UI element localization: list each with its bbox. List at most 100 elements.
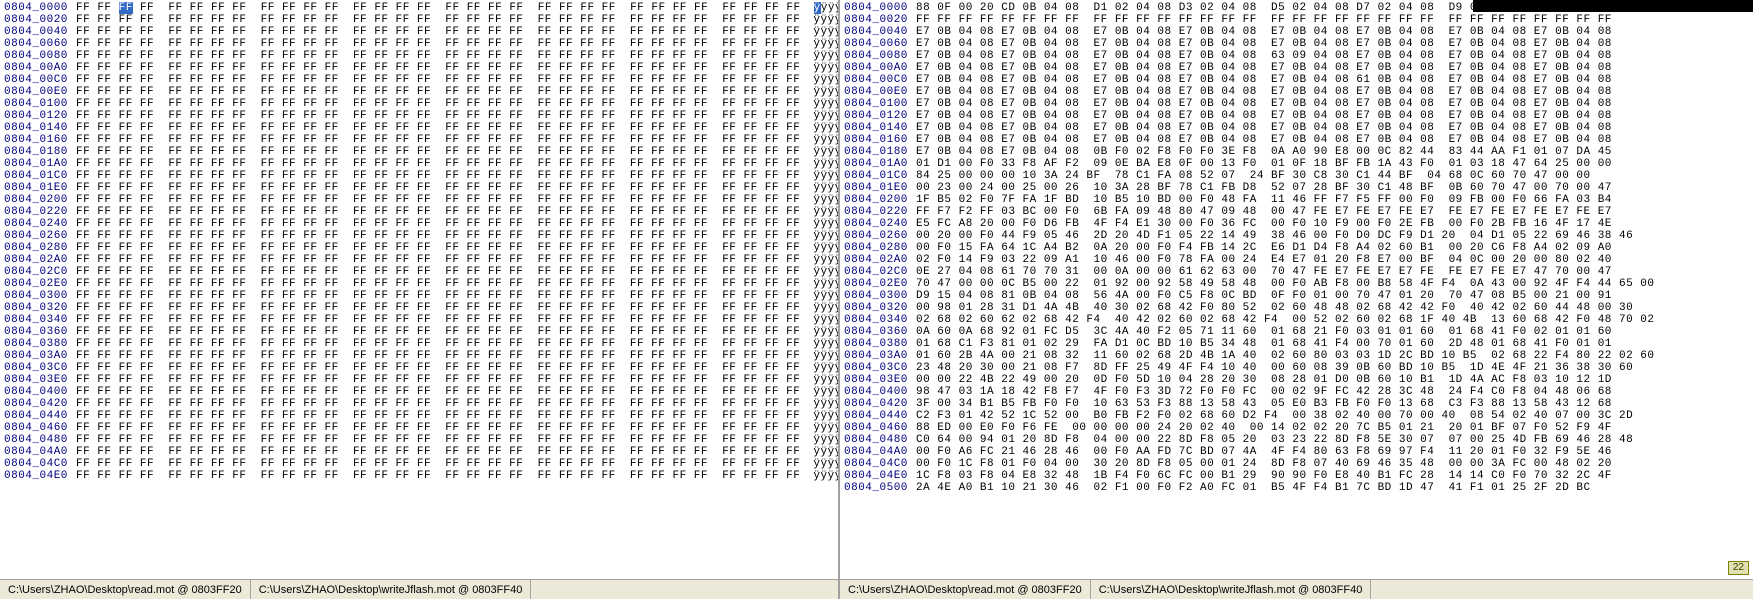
hex-row[interactable]: 0804_034002 68 02 60 62 02 68 42 F4 40 4… (844, 314, 1749, 326)
row-hex[interactable]: FF FF FF FF FF FF FF FF FF FF FF FF FF F… (76, 290, 807, 302)
hex-row[interactable]: 0804_032000 98 01 28 31 D1 4A 4B 40 30 0… (844, 302, 1749, 314)
hex-row[interactable]: 0804_0340FF FF FF FF FF FF FF FF FF FF F… (4, 314, 834, 326)
row-hex[interactable]: FF FF FF FF FF FF FF FF FF FF FF FF FF F… (76, 26, 807, 38)
hex-row[interactable]: 0804_0040FF FF FF FF FF FF FF FF FF FF F… (4, 26, 834, 38)
row-hex[interactable]: FF FF FF FF FF FF FF FF FF FF FF FF FF F… (76, 302, 807, 314)
row-hex[interactable]: FF FF FF FF FF FF FF FF FF FF FF FF FF F… (76, 14, 807, 26)
selected-byte[interactable]: FF (119, 2, 133, 14)
hex-row[interactable]: 0804_04C0FF FF FF FF FF FF FF FF FF FF F… (4, 458, 834, 470)
row-hex[interactable]: 00 23 00 24 00 25 00 26 10 3A 28 BF 78 C… (916, 182, 1612, 194)
left-hex-rows[interactable]: 0804_0000FF FF FF FF FF FF FF FF FF FF F… (0, 0, 838, 579)
row-hex[interactable]: FF FF FF FF FF FF FF FF FF FF FF FF FF F… (76, 242, 807, 254)
row-hex[interactable]: E7 0B 04 08 E7 0B 04 08 E7 0B 04 08 E7 0… (916, 86, 1612, 98)
row-hex[interactable]: 00 20 00 F0 44 F9 05 46 2D 20 4D F1 05 2… (916, 230, 1633, 242)
hex-row[interactable]: 0804_00E0FF FF FF FF FF FF FF FF FF FF F… (4, 86, 834, 98)
row-hex[interactable]: 00 F0 A6 FC 21 46 28 46 00 F0 AA FD 7C B… (916, 446, 1612, 458)
hex-row[interactable]: 0804_0060E7 0B 04 08 E7 0B 04 08 E7 0B 0… (844, 38, 1749, 50)
row-hex[interactable]: 3F 00 34 B1 B5 FB F0 F0 10 63 53 F3 88 1… (916, 398, 1612, 410)
row-hex[interactable]: FF FF FF FF FF FF FF FF FF FF FF FF FF F… (76, 206, 807, 218)
hex-row[interactable]: 0804_0080FF FF FF FF FF FF FF FF FF FF F… (4, 50, 834, 62)
row-ascii[interactable]: ÿÿÿÿÿÿÿÿÿÿÿÿÿÿÿÿÿÿÿÿÿÿÿÿÿÿÿÿÿÿÿÿ (807, 410, 838, 422)
hex-row[interactable]: 0804_0180FF FF FF FF FF FF FF FF FF FF F… (4, 146, 834, 158)
hex-row[interactable]: 0804_0020FF FF FF FF FF FF FF FF FF FF F… (844, 14, 1749, 26)
row-ascii[interactable]: ÿÿÿÿÿÿÿÿÿÿÿÿÿÿÿÿÿÿÿÿÿÿÿÿÿÿÿÿÿÿÿÿ (807, 254, 838, 266)
row-ascii[interactable]: ÿÿÿÿÿÿÿÿÿÿÿÿÿÿÿÿÿÿÿÿÿÿÿÿÿÿÿÿÿÿÿÿ (807, 278, 838, 290)
row-hex[interactable]: E7 0B 04 08 E7 0B 04 08 E7 0B 04 08 E7 0… (916, 110, 1612, 122)
hex-row[interactable]: 0804_0300FF FF FF FF FF FF FF FF FF FF F… (4, 290, 834, 302)
row-hex[interactable]: FF FF FF FF FF FF FF FF FF FF FF FF FF F… (76, 374, 807, 386)
row-hex[interactable]: FF FF FF FF FF FF FF FF FF FF FF FF FF F… (76, 314, 807, 326)
row-ascii[interactable]: ÿÿÿÿÿÿÿÿÿÿÿÿÿÿÿÿÿÿÿÿÿÿÿÿÿÿÿÿÿÿÿÿ (807, 302, 838, 314)
hex-row[interactable]: 0804_01E0FF FF FF FF FF FF FF FF FF FF F… (4, 182, 834, 194)
hex-row[interactable]: 0804_01E000 23 00 24 00 25 00 26 10 3A 2… (844, 182, 1749, 194)
row-ascii[interactable]: ÿÿÿÿÿÿÿÿÿÿÿÿÿÿÿÿÿÿÿÿÿÿÿÿÿÿÿÿÿÿÿÿ (807, 218, 838, 230)
hex-row[interactable]: 0804_0060FF FF FF FF FF FF FF FF FF FF F… (4, 38, 834, 50)
row-hex[interactable]: FF FF FF FF FF FF FF FF FF FF FF FF FF F… (76, 74, 807, 86)
hex-row[interactable]: 0804_00A0E7 0B 04 08 E7 0B 04 08 E7 0B 0… (844, 62, 1749, 74)
row-hex[interactable]: 02 68 02 60 62 02 68 42 F4 40 42 02 60 0… (916, 314, 1655, 326)
row-hex[interactable]: E7 0B 04 08 E7 0B 04 08 E7 0B 04 08 E7 0… (916, 26, 1612, 38)
hex-row[interactable]: 0804_02C0FF FF FF FF FF FF FF FF FF FF F… (4, 266, 834, 278)
row-hex[interactable]: FF FF FF FF FF FF FF FF FF FF FF FF FF F… (76, 326, 807, 338)
hex-row[interactable]: 0804_0280FF FF FF FF FF FF FF FF FF FF F… (4, 242, 834, 254)
hex-row[interactable]: 0804_0440C2 F3 01 42 52 1C 52 00 B0 FB F… (844, 410, 1749, 422)
hex-row[interactable]: 0804_0480FF FF FF FF FF FF FF FF FF FF F… (4, 434, 834, 446)
hex-row[interactable]: 0804_0120FF FF FF FF FF FF FF FF FF FF F… (4, 110, 834, 122)
row-ascii[interactable]: ÿÿÿÿÿÿÿÿÿÿÿÿÿÿÿÿÿÿÿÿÿÿÿÿÿÿÿÿÿÿÿÿ (807, 86, 838, 98)
row-hex[interactable]: E7 0B 04 08 E7 0B 04 08 E7 0B 04 08 E7 0… (916, 50, 1612, 62)
row-hex[interactable]: FF FF FF FF FF FF FF FF FF FF FF FF FF F… (76, 194, 807, 206)
hex-row[interactable]: 0804_0320FF FF FF FF FF FF FF FF FF FF F… (4, 302, 834, 314)
hex-row[interactable]: 0804_03A001 60 2B 4A 00 21 08 32 11 60 0… (844, 350, 1749, 362)
row-hex[interactable]: FF FF FF FF FF FF FF FF FF FF FF FF FF F… (76, 278, 807, 290)
row-hex[interactable]: FF FF FF FF FF FF FF FF FF FF FF FF FF F… (76, 86, 807, 98)
row-hex[interactable]: FF FF FF FF FF FF FF FF FF FF FF FF FF F… (76, 98, 807, 110)
row-hex[interactable]: 02 F0 14 F9 03 22 09 A1 10 46 00 F0 78 F… (916, 254, 1612, 266)
row-ascii[interactable]: ÿÿÿÿÿÿÿÿÿÿÿÿÿÿÿÿÿÿÿÿÿÿÿÿÿÿÿÿÿÿÿÿ (807, 242, 838, 254)
hex-row[interactable]: 0804_01C084 25 00 00 00 10 3A 24 BF 78 C… (844, 170, 1749, 182)
hex-row[interactable]: 0804_0100E7 0B 04 08 E7 0B 04 08 E7 0B 0… (844, 98, 1749, 110)
row-ascii[interactable]: ÿÿÿÿÿÿÿÿÿÿÿÿÿÿÿÿÿÿÿÿÿÿÿÿÿÿÿÿÿÿÿÿ (807, 266, 838, 278)
row-hex[interactable]: D9 15 04 08 81 0B 04 08 56 4A 00 F0 C5 F… (916, 290, 1612, 302)
hex-row[interactable]: 0804_028000 F0 15 FA 64 1C A4 B2 0A 20 0… (844, 242, 1749, 254)
row-hex[interactable]: 01 D1 00 F0 33 F8 AF F2 09 0E BA E8 0F 0… (916, 158, 1612, 170)
row-hex[interactable]: FF FF FF FF FF FF FF FF FF FF FF FF FF F… (76, 266, 807, 278)
row-ascii[interactable]: ÿÿÿÿÿÿÿÿÿÿÿÿÿÿÿÿÿÿÿÿÿÿÿÿÿÿÿÿÿÿÿÿ (807, 470, 838, 482)
row-ascii[interactable]: ÿÿÿÿÿÿÿÿÿÿÿÿÿÿÿÿÿÿÿÿÿÿÿÿÿÿÿÿÿÿÿÿ (807, 26, 838, 38)
row-hex[interactable]: 0A 60 0A 68 92 01 FC D5 3C 4A 40 F2 05 7… (916, 326, 1612, 338)
hex-row[interactable]: 0804_0360FF FF FF FF FF FF FF FF FF FF F… (4, 326, 834, 338)
row-ascii[interactable]: ÿÿÿÿÿÿÿÿÿÿÿÿÿÿÿÿÿÿÿÿÿÿÿÿÿÿÿÿÿÿÿÿ (807, 14, 838, 26)
row-ascii[interactable]: ÿÿÿÿÿÿÿÿÿÿÿÿÿÿÿÿÿÿÿÿÿÿÿÿÿÿÿÿÿÿÿÿ (807, 98, 838, 110)
hex-row[interactable]: 0804_04A000 F0 A6 FC 21 46 28 46 00 F0 A… (844, 446, 1749, 458)
row-hex[interactable]: 00 F0 1C F8 01 F0 04 00 30 20 8D F8 05 0… (916, 458, 1612, 470)
row-ascii[interactable]: ÿÿÿÿÿÿÿÿÿÿÿÿÿÿÿÿÿÿÿÿÿÿÿÿÿÿÿÿÿÿÿÿ (807, 194, 838, 206)
hex-row[interactable]: 0804_0300D9 15 04 08 81 0B 04 08 56 4A 0… (844, 290, 1749, 302)
row-hex[interactable]: FF FF FF FF FF FF FF FF FF FF FF FF FF F… (76, 254, 807, 266)
row-hex[interactable]: FF F7 F2 FF 03 BC 00 F0 6B FA 09 48 80 4… (916, 206, 1612, 218)
row-hex[interactable]: E7 0B 04 08 E7 0B 04 08 E7 0B 04 08 E7 0… (916, 38, 1612, 50)
row-hex[interactable]: FF FF FF FF FF FF FF FF FF FF FF FF FF F… (76, 158, 807, 170)
hex-row[interactable]: 0804_02001F B5 02 F0 7F FA 1F BD 10 B5 1… (844, 194, 1749, 206)
hex-row[interactable]: 0804_03C0FF FF FF FF FF FF FF FF FF FF F… (4, 362, 834, 374)
row-hex[interactable]: E7 0B 04 08 E7 0B 04 08 E7 0B 04 08 E7 0… (916, 74, 1612, 86)
row-ascii[interactable]: ÿÿÿÿÿÿÿÿÿÿÿÿÿÿÿÿÿÿÿÿÿÿÿÿÿÿÿÿÿÿÿÿ (807, 134, 838, 146)
hex-row[interactable]: 0804_0220FF FF FF FF FF FF FF FF FF FF F… (4, 206, 834, 218)
row-ascii[interactable]: ÿÿÿÿÿÿÿÿÿÿÿÿÿÿÿÿÿÿÿÿÿÿÿÿÿÿÿÿÿÿÿÿ (807, 362, 838, 374)
hex-row[interactable]: 0804_0120E7 0B 04 08 E7 0B 04 08 E7 0B 0… (844, 110, 1749, 122)
row-ascii[interactable]: ÿÿÿÿÿÿÿÿÿÿÿÿÿÿÿÿÿÿÿÿÿÿÿÿÿÿÿÿÿÿÿÿ (807, 206, 838, 218)
hex-row[interactable]: 0804_0260FF FF FF FF FF FF FF FF FF FF F… (4, 230, 834, 242)
hex-row[interactable]: 0804_0420FF FF FF FF FF FF FF FF FF FF F… (4, 398, 834, 410)
hex-row[interactable]: 0804_04A0FF FF FF FF FF FF FF FF FF FF F… (4, 446, 834, 458)
hex-row[interactable]: 0804_0080E7 0B 04 08 E7 0B 04 08 E7 0B 0… (844, 50, 1749, 62)
hex-row[interactable]: 0804_02E0FF FF FF FF FF FF FF FF FF FF F… (4, 278, 834, 290)
hex-row[interactable]: 0804_0000FF FF FF FF FF FF FF FF FF FF F… (4, 2, 834, 14)
row-hex[interactable]: FF FF FF FF FF FF FF FF FF FF FF FF FF F… (76, 146, 807, 158)
row-hex[interactable]: 0E 27 04 08 61 70 70 31 00 0A 00 00 61 6… (916, 266, 1612, 278)
row-hex[interactable]: FF FF FF FF FF FF FF FF FF FF FF FF FF F… (76, 230, 807, 242)
row-ascii[interactable]: ÿÿÿÿÿÿÿÿÿÿÿÿÿÿÿÿÿÿÿÿÿÿÿÿÿÿÿÿÿÿÿÿ (807, 158, 838, 170)
row-hex[interactable]: FF FF FF FF FF FF FF FF FF FF FF FF FF F… (76, 218, 807, 230)
row-hex[interactable]: 00 00 22 4B 22 49 00 20 0D F0 5D 10 04 2… (916, 374, 1612, 386)
row-hex[interactable]: E7 0B 04 08 E7 0B 04 08 E7 0B 04 08 E7 0… (916, 98, 1612, 110)
hex-row[interactable]: 0804_02A002 F0 14 F9 03 22 09 A1 10 46 0… (844, 254, 1749, 266)
row-hex[interactable]: FF FF FF FF FF FF FF FF FF FF FF FF FF F… (76, 458, 807, 470)
row-hex[interactable]: FF FF FF FF FF FF FF FF FF FF FF FF FF F… (76, 434, 807, 446)
